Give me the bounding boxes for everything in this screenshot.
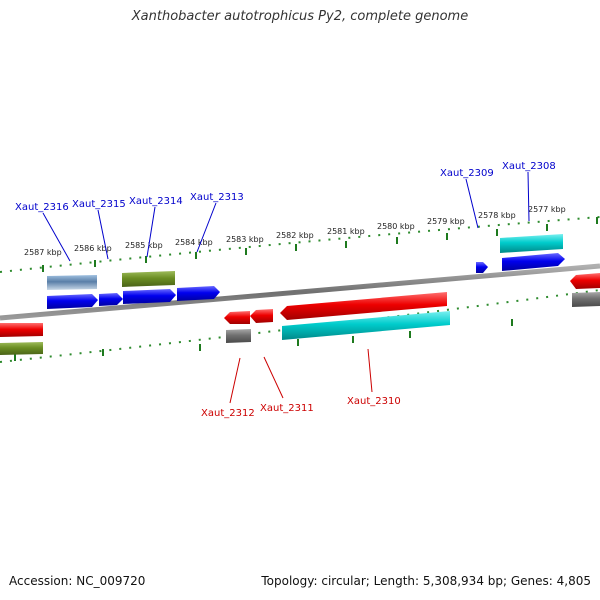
olive-feature	[122, 271, 175, 287]
scale-label: 2582 kbp	[276, 231, 314, 240]
genome-backbone	[0, 263, 600, 321]
outer-ruler-track	[0, 216, 600, 273]
scale-label: 2578 kbp	[478, 211, 516, 220]
gene-label: Xaut_2312	[201, 408, 255, 419]
gene-label: Xaut_2311	[260, 403, 314, 414]
gene-label: Xaut_2316	[15, 202, 69, 213]
reverse-cds-arrow	[0, 323, 43, 337]
gray-feature	[572, 292, 600, 307]
leader-line	[196, 202, 217, 253]
accession-text: Accession: NC_009720	[9, 574, 146, 588]
forward-cds-arrow	[476, 262, 488, 273]
gene-label: Xaut_2308	[502, 161, 556, 172]
scale-label: 2587 kbp	[24, 248, 62, 257]
scale-labels: 2587 kbp 2586 kbp 2585 kbp 2584 kbp 2583…	[24, 205, 566, 257]
reverse-cds-arrow	[250, 309, 273, 323]
leader-line	[97, 209, 109, 260]
scale-label: 2584 kbp	[175, 238, 213, 247]
scale-label: 2581 kbp	[327, 227, 365, 236]
leader-line	[229, 357, 241, 404]
gene-label: Xaut_2309	[440, 168, 494, 179]
leader-line	[263, 356, 284, 399]
reverse-cds-arrow	[570, 273, 600, 289]
leader-line	[367, 348, 373, 393]
gene-label: Xaut_2314	[129, 196, 183, 207]
reverse-cds-arrow	[224, 311, 250, 324]
gene-label: Xaut_2313	[190, 192, 244, 203]
steel-feature	[47, 275, 97, 290]
scale-label: 2579 kbp	[427, 217, 465, 226]
inner-ruler-major-ticks	[14, 319, 513, 361]
scale-label: 2586 kbp	[74, 244, 112, 253]
forward-cds-arrow	[502, 253, 565, 271]
leader-lines	[42, 171, 530, 404]
scale-label: 2585 kbp	[125, 241, 163, 250]
forward-cds-arrow	[177, 286, 220, 301]
olive-feature	[0, 342, 43, 355]
scale-label: 2580 kbp	[377, 222, 415, 231]
leader-line	[465, 178, 479, 229]
scale-label: 2577 kbp	[528, 205, 566, 214]
genome-summary-text: Topology: circular; Length: 5,308,934 bp…	[261, 574, 591, 588]
gene-label: Xaut_2315	[72, 199, 126, 210]
gene-label: Xaut_2310	[347, 396, 401, 407]
gray-feature	[226, 329, 251, 343]
cyan-feature	[282, 311, 450, 340]
cyan-feature	[500, 234, 563, 253]
forward-cds-arrow	[123, 289, 176, 304]
reverse-cds-arrow	[280, 292, 447, 320]
forward-cds-arrow	[47, 294, 98, 309]
forward-cds-arrow	[99, 293, 123, 306]
forward-features	[47, 234, 600, 309]
map-title: Xanthobacter autotrophicus Py2, complete…	[131, 9, 469, 24]
outer-ruler-major-ticks	[42, 217, 598, 272]
gene-labels: Xaut_2316 Xaut_2315 Xaut_2314 Xaut_2313 …	[15, 161, 556, 419]
leader-line	[42, 212, 71, 262]
leader-line	[146, 206, 156, 258]
scale-label: 2583 kbp	[226, 235, 264, 244]
reverse-features	[0, 273, 600, 355]
leader-line	[527, 171, 530, 222]
